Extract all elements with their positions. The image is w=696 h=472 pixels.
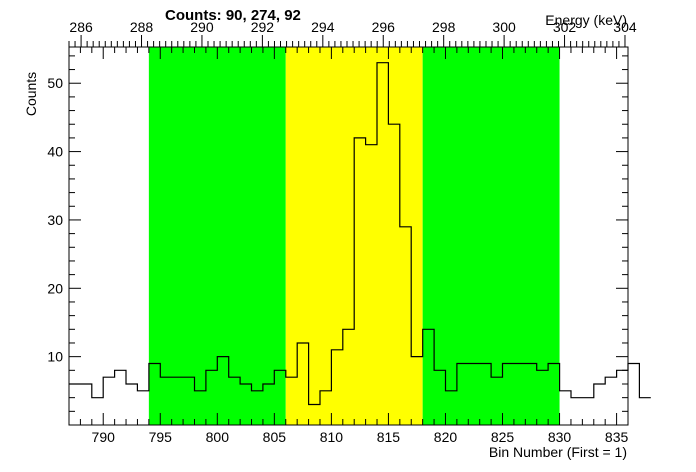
x-axis-label: Bin Number (First = 1) xyxy=(489,444,627,460)
x-tick-label: 795 xyxy=(149,429,173,445)
x2-tick-label: 290 xyxy=(190,19,214,35)
x2-tick-label: 286 xyxy=(69,19,93,35)
x2-tick-label: 292 xyxy=(251,19,275,35)
region-background-right xyxy=(422,47,560,425)
x-tick-label: 790 xyxy=(92,429,116,445)
y-tick-label: 30 xyxy=(47,212,63,228)
histogram xyxy=(69,62,651,406)
x2-axis-label: Energy (keV) xyxy=(545,12,627,28)
x-tick-label: 820 xyxy=(434,429,458,445)
y-tick-label: 20 xyxy=(47,280,63,296)
x2-tick-label: 302 xyxy=(553,19,577,35)
x-tick-label: 825 xyxy=(491,429,515,445)
x-tick-label: 810 xyxy=(320,429,344,445)
x2-tick-label: 294 xyxy=(311,19,335,35)
x-tick-label: 815 xyxy=(377,429,401,445)
axes: 790 795 800 805 810 815 820 825 830 835 286 288 290 2… xyxy=(47,19,636,445)
y-tick-label: 10 xyxy=(47,349,63,365)
y-axis-label: Counts xyxy=(23,72,39,116)
histogram-line xyxy=(69,62,651,406)
y-tick-label: 40 xyxy=(47,144,63,160)
x2-tick-label: 288 xyxy=(130,19,154,35)
x-tick-label: 830 xyxy=(548,429,572,445)
y-tick-label: 50 xyxy=(47,75,63,91)
x2-tick-label: 296 xyxy=(372,19,396,35)
x2-tick-label: 300 xyxy=(492,19,516,35)
chart-title: Counts: 90, 274, 92 xyxy=(165,7,301,24)
x-tick-label: 835 xyxy=(605,429,629,445)
x2-tick-label: 298 xyxy=(432,19,456,35)
x-tick-label: 805 xyxy=(263,429,287,445)
x2-tick-label: 304 xyxy=(613,19,637,35)
plot-frame xyxy=(68,46,629,426)
x-tick-label: 800 xyxy=(206,429,230,445)
